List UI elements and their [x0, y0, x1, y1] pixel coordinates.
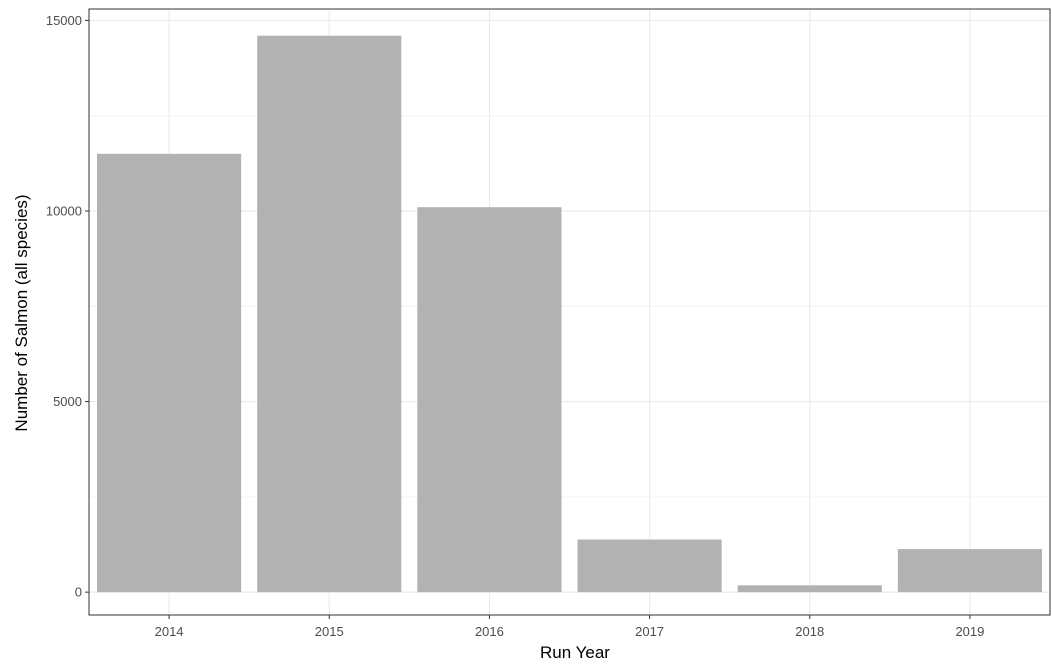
- panel-border: [88, 8, 1051, 616]
- y-axis-title: Number of Salmon (all species): [12, 194, 31, 431]
- grid-lines: [89, 9, 1050, 615]
- bar-2015: [257, 35, 402, 593]
- bar-2018: [737, 585, 882, 593]
- x-tick-label: 2016: [475, 624, 504, 639]
- x-axis: 2014 2015 2016 2017 2018 2019: [155, 615, 984, 639]
- bars: [97, 35, 1042, 593]
- x-tick-label: 2019: [955, 624, 984, 639]
- bar-2016: [417, 207, 562, 593]
- y-axis: 0 5000 10000 15000: [46, 13, 89, 600]
- y-tick-label: 5000: [53, 394, 82, 409]
- x-axis-title: Run Year: [540, 643, 610, 662]
- x-tick-label: 2014: [155, 624, 184, 639]
- x-tick-label: 2015: [315, 624, 344, 639]
- y-tick-label: 10000: [46, 204, 82, 219]
- bar-2014: [97, 153, 242, 593]
- x-tick-label: 2017: [635, 624, 664, 639]
- y-tick-label: 15000: [46, 13, 82, 28]
- bar-2017: [577, 539, 722, 593]
- y-tick-label: 0: [75, 585, 82, 600]
- x-tick-label: 2018: [795, 624, 824, 639]
- bar-2019: [897, 549, 1042, 593]
